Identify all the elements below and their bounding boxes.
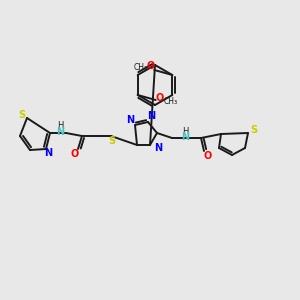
- Text: S: S: [18, 110, 26, 120]
- Text: CH₃: CH₃: [133, 64, 147, 73]
- Text: H: H: [57, 122, 63, 130]
- Text: S: S: [108, 136, 116, 146]
- Text: N: N: [44, 148, 52, 158]
- Text: O: O: [71, 149, 79, 159]
- Text: O: O: [204, 151, 212, 161]
- Text: H: H: [182, 127, 188, 136]
- Text: N: N: [154, 143, 162, 153]
- Text: N: N: [147, 111, 155, 121]
- Text: N: N: [126, 115, 134, 125]
- Text: S: S: [250, 125, 258, 135]
- Text: O: O: [146, 61, 154, 71]
- Text: CH₃: CH₃: [164, 98, 178, 106]
- Text: N: N: [56, 127, 64, 137]
- Text: N: N: [181, 132, 189, 142]
- Text: O: O: [156, 93, 164, 103]
